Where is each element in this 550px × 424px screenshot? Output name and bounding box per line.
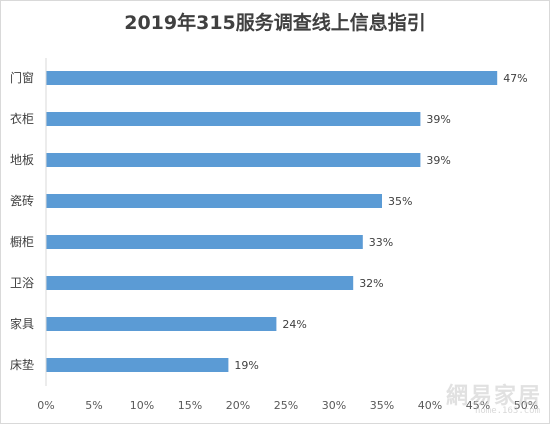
- x-tick-label: 35%: [370, 399, 394, 412]
- value-label: 32%: [359, 277, 383, 290]
- bar-2: [46, 112, 421, 126]
- bar-7: [46, 317, 277, 331]
- x-tick-label: 20%: [226, 399, 250, 412]
- value-label: 39%: [426, 154, 450, 167]
- category-label: 瓷砖: [10, 193, 34, 208]
- chart-title: 2019年315服务调查线上信息指引: [124, 12, 426, 34]
- x-axis-tick-labels: 0% 5% 10% 15% 20% 25% 30% 35% 40% 45% 50%: [37, 399, 538, 412]
- bar-3: [46, 153, 421, 167]
- category-label: 家具: [10, 316, 34, 331]
- bar-4: [46, 194, 382, 208]
- x-tick-label: 50%: [514, 399, 538, 412]
- x-tick-label: 0%: [37, 399, 54, 412]
- bar-6: [46, 276, 354, 290]
- watermark-url: home.163.com: [474, 406, 540, 416]
- value-label: 24%: [282, 318, 306, 331]
- x-tick-label: 15%: [178, 399, 202, 412]
- value-label: 35%: [388, 195, 412, 208]
- x-tick-label: 10%: [130, 399, 154, 412]
- category-label: 橱柜: [10, 235, 34, 249]
- category-label: 床垫: [10, 357, 34, 372]
- x-tick-label: 25%: [274, 399, 298, 412]
- watermark-logo: 網易家居: [445, 384, 542, 409]
- value-label: 33%: [369, 236, 393, 249]
- category-label: 衣柜: [10, 111, 34, 126]
- bar-1: [46, 71, 498, 85]
- value-labels: 47% 39% 39% 35% 33% 32% 24% 19%: [234, 72, 527, 372]
- value-label: 47%: [503, 72, 527, 85]
- x-tick-label: 30%: [322, 399, 346, 412]
- category-label: 门窗: [10, 70, 34, 85]
- x-tick-label: 40%: [418, 399, 442, 412]
- bar-5: [46, 235, 363, 249]
- value-label: 19%: [234, 359, 258, 372]
- bar-8: [46, 358, 229, 372]
- x-tick-label: 5%: [85, 399, 102, 412]
- value-label: 39%: [426, 113, 450, 126]
- x-tick-label: 45%: [466, 399, 490, 412]
- category-label: 地板: [10, 153, 34, 167]
- category-label: 卫浴: [10, 276, 34, 290]
- bars-layer: [46, 71, 498, 372]
